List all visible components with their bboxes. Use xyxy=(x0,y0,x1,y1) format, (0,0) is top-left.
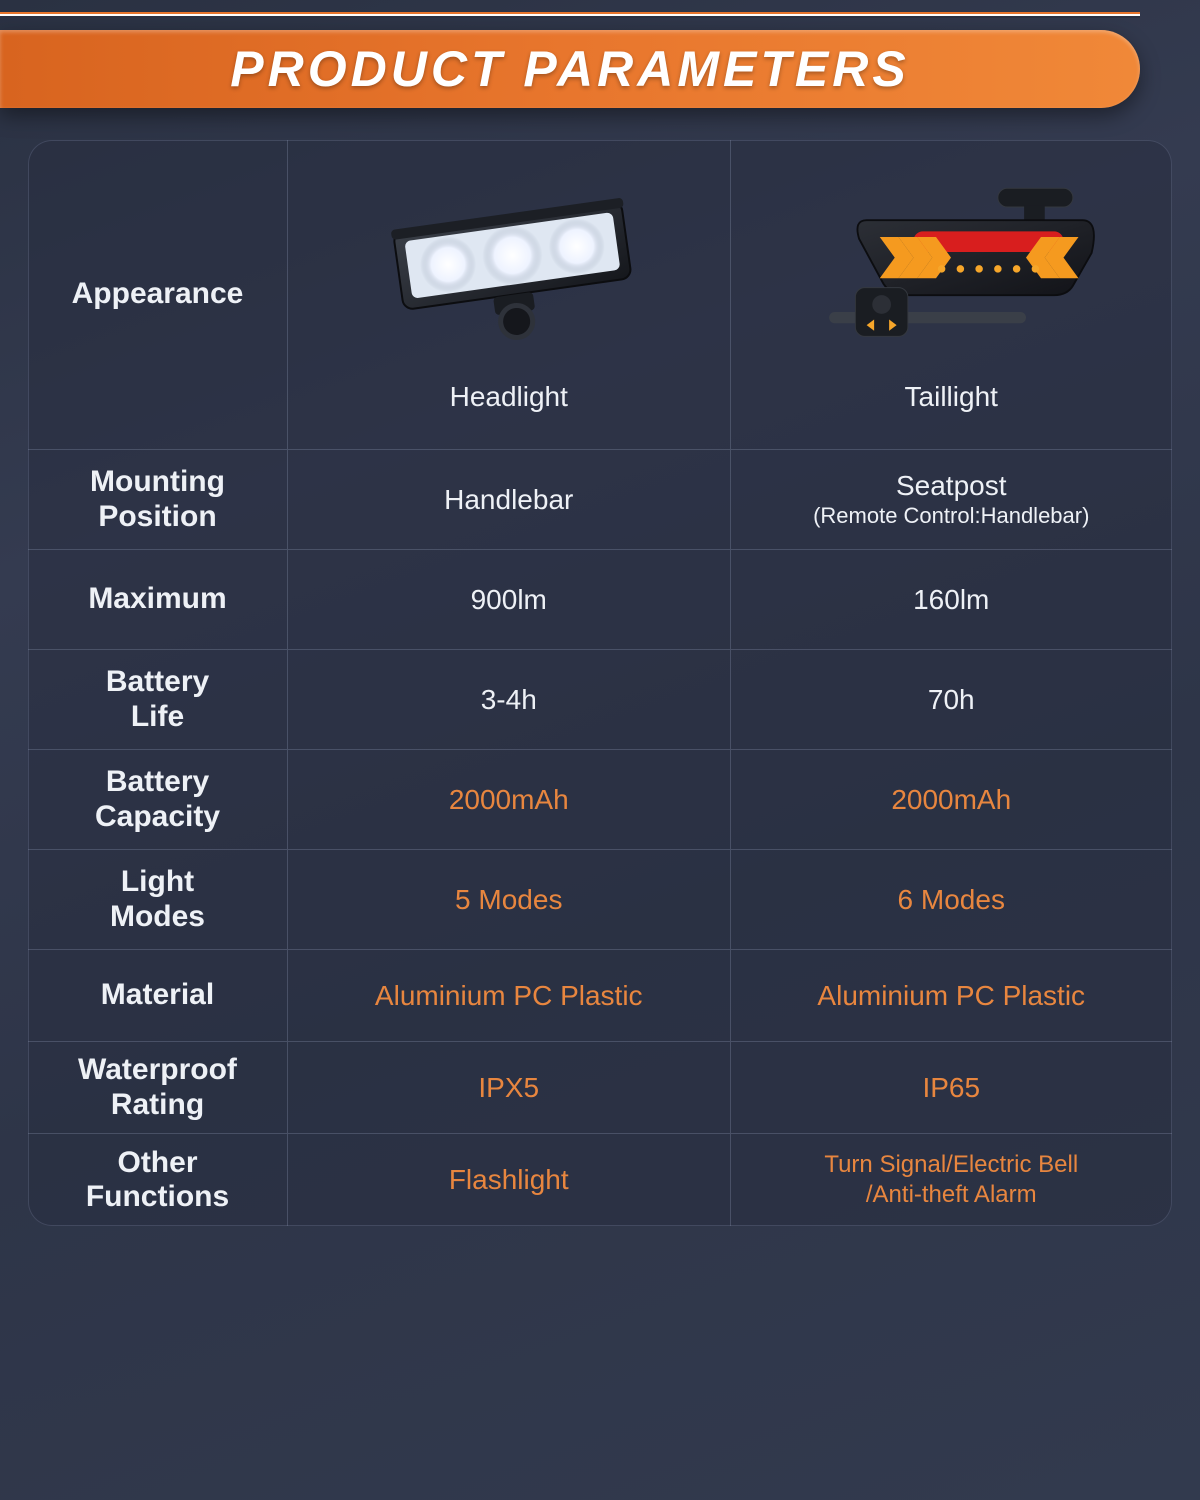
table-row: MaterialAluminium PC PlasticAluminium PC… xyxy=(28,950,1172,1042)
taillight-name: Taillight xyxy=(905,381,998,413)
taillight-value: Aluminium PC Plastic xyxy=(731,950,1173,1041)
row-label: MountingPosition xyxy=(28,450,288,549)
row-label: WaterproofRating xyxy=(28,1042,288,1133)
taillight-value: Turn Signal/Electric Bell/Anti-theft Ala… xyxy=(731,1134,1173,1226)
headlight-value: Aluminium PC Plastic xyxy=(288,950,731,1041)
row-label: BatteryLife xyxy=(28,650,288,749)
decorative-line xyxy=(0,12,1140,18)
col-headlight-image: Headlight xyxy=(288,140,731,449)
row-label: BatteryCapacity xyxy=(28,750,288,849)
taillight-image xyxy=(801,177,1101,357)
parameters-table: Appearance xyxy=(28,140,1172,1226)
taillight-value: 6 Modes xyxy=(731,850,1173,949)
table-row: BatteryLife3-4h70h xyxy=(28,650,1172,750)
headlight-value: IPX5 xyxy=(288,1042,731,1133)
headlight-value: 900lm xyxy=(288,550,731,649)
table-row: MountingPositionHandlebarSeatpost(Remote… xyxy=(28,450,1172,550)
row-label: OtherFunctions xyxy=(28,1134,288,1226)
row-label: Material xyxy=(28,950,288,1041)
taillight-value: IP65 xyxy=(731,1042,1173,1133)
row-label: Maximum xyxy=(28,550,288,649)
headlight-image xyxy=(359,177,659,357)
headlight-value: Handlebar xyxy=(288,450,731,549)
title-bar: PRODUCT PARAMETERS xyxy=(0,30,1140,108)
table-row: LightModes5 Modes6 Modes xyxy=(28,850,1172,950)
taillight-value: 160lm xyxy=(731,550,1173,649)
page-title: PRODUCT PARAMETERS xyxy=(230,40,909,98)
headlight-value: 5 Modes xyxy=(288,850,731,949)
headlight-value: Flashlight xyxy=(288,1134,731,1226)
row-label: LightModes xyxy=(28,850,288,949)
table-row: OtherFunctionsFlashlightTurn Signal/Elec… xyxy=(28,1134,1172,1226)
headlight-value: 3-4h xyxy=(288,650,731,749)
taillight-value: Seatpost(Remote Control:Handlebar) xyxy=(731,450,1173,549)
row-appearance: Appearance xyxy=(28,140,1172,450)
table-row: Maximum900lm160lm xyxy=(28,550,1172,650)
headlight-value: 2000mAh xyxy=(288,750,731,849)
col-taillight-image: Taillight xyxy=(731,140,1173,449)
taillight-value: 70h xyxy=(731,650,1173,749)
taillight-value: 2000mAh xyxy=(731,750,1173,849)
label-appearance: Appearance xyxy=(28,140,288,449)
table-row: BatteryCapacity2000mAh2000mAh xyxy=(28,750,1172,850)
headlight-name: Headlight xyxy=(450,381,568,413)
header-strip: PRODUCT PARAMETERS xyxy=(0,0,1200,120)
table-row: WaterproofRatingIPX5IP65 xyxy=(28,1042,1172,1134)
